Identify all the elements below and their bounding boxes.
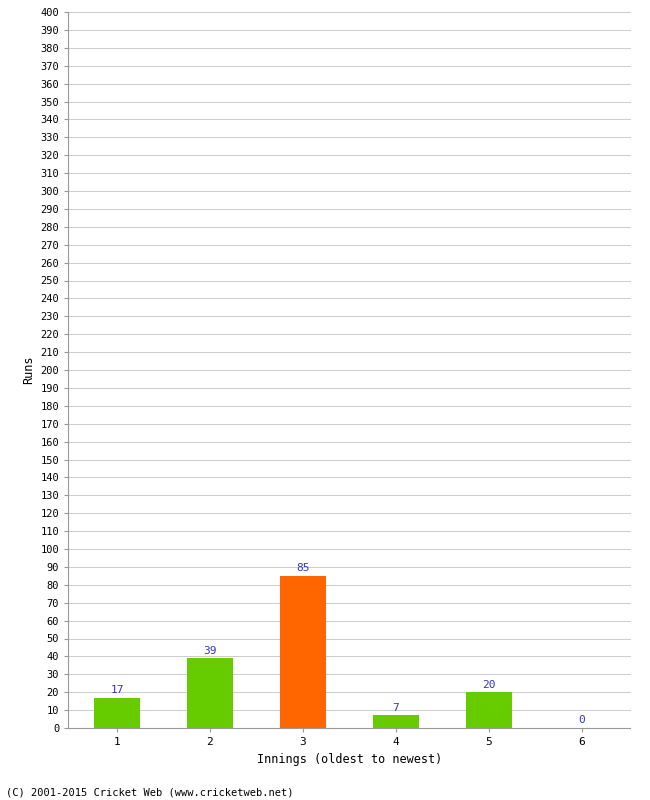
Bar xyxy=(465,692,512,728)
Bar xyxy=(187,658,233,728)
Bar xyxy=(372,715,419,728)
Y-axis label: Runs: Runs xyxy=(22,356,35,384)
Bar xyxy=(94,698,140,728)
Bar xyxy=(280,576,326,728)
X-axis label: Innings (oldest to newest): Innings (oldest to newest) xyxy=(257,753,442,766)
Text: 17: 17 xyxy=(111,685,124,695)
Text: 0: 0 xyxy=(578,715,585,726)
Text: 20: 20 xyxy=(482,679,495,690)
Text: 85: 85 xyxy=(296,563,309,573)
Text: 39: 39 xyxy=(203,646,216,655)
Text: (C) 2001-2015 Cricket Web (www.cricketweb.net): (C) 2001-2015 Cricket Web (www.cricketwe… xyxy=(6,787,294,798)
Text: 7: 7 xyxy=(393,702,399,713)
